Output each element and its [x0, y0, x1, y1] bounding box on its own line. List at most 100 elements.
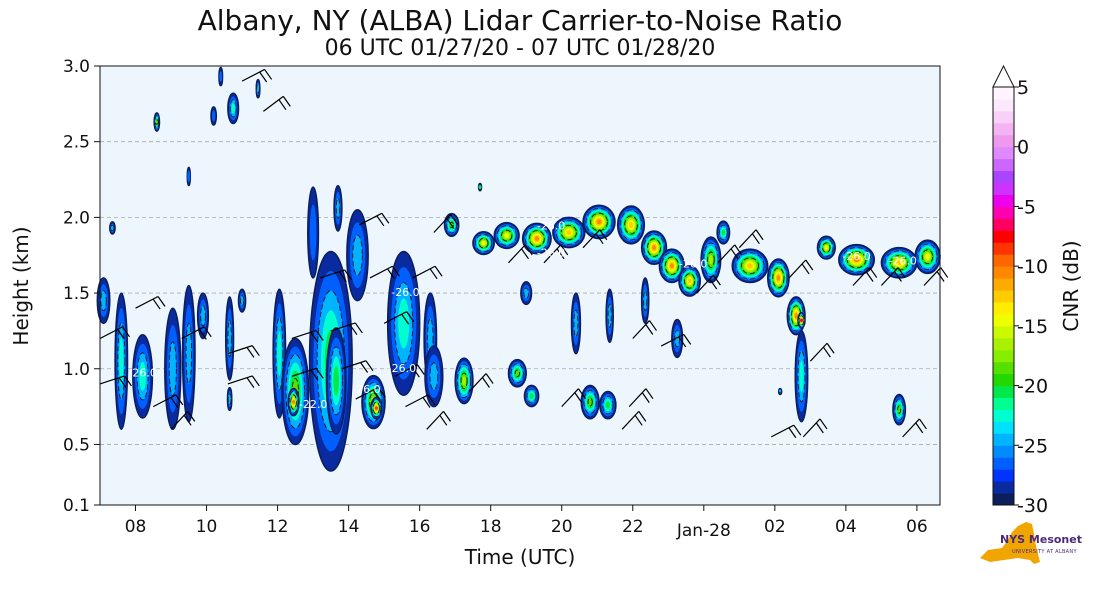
- cloud-region-28: [424, 345, 444, 408]
- cloud-region-10: [218, 66, 224, 87]
- cnr-level--18: [462, 376, 466, 386]
- cloud-region-34: [507, 358, 527, 388]
- cnr-level--24: [119, 337, 124, 385]
- wind-barbs: [99, 68, 949, 439]
- colorbar-swatch-15: [993, 313, 1014, 327]
- colorbar-swatch-10: [993, 373, 1014, 387]
- y-tick-label-0: 0.1: [63, 496, 90, 516]
- cnr-level--16: [504, 233, 509, 238]
- logo-subtext: UNIVERSITY AT ALBANY: [1012, 549, 1077, 555]
- cnr-level--24: [799, 360, 804, 393]
- cnr-level--24: [398, 298, 410, 349]
- colorbar-tick-label-2: -5: [1017, 196, 1036, 218]
- wind-barb-37: [788, 259, 814, 279]
- x-tick-label-0: 08: [125, 517, 147, 537]
- colorbar-swatch-6: [993, 421, 1014, 434]
- cnr-level--26: [240, 295, 245, 307]
- colorbar-tick-label-1: 0: [1017, 137, 1029, 159]
- contour-label-3: -26.0: [352, 383, 380, 396]
- y-tick-label-1: 0.5: [63, 435, 90, 455]
- colorbar-swatch-20: [993, 254, 1014, 267]
- cnr-level--14: [628, 221, 634, 229]
- y-axis-label: Height (km): [9, 226, 33, 345]
- colorbar-swatch-16: [993, 301, 1014, 315]
- cnr-level--28: [219, 71, 223, 83]
- wind-barb-39: [809, 342, 835, 362]
- wind-barb-30: [628, 388, 654, 408]
- logo-text: NYS Mesonet: [1000, 533, 1082, 546]
- cloud-region-50: [700, 236, 722, 284]
- wind-barb-6: [227, 345, 260, 358]
- wind-barb-14: [341, 360, 374, 373]
- colorbar-swatch-0: [993, 493, 1014, 506]
- wind-barb-35: [738, 229, 764, 249]
- cnr-level--28: [212, 110, 216, 122]
- colorbar-swatch-31: [993, 122, 1014, 136]
- contour-label-6: -26.0: [537, 247, 565, 260]
- cnr-level--12: [652, 245, 656, 251]
- wind-barb-1: [99, 375, 132, 388]
- wind-barb-42: [902, 418, 927, 438]
- cloud-region-21: [325, 327, 347, 435]
- cnr-level--26: [110, 224, 115, 232]
- cloud-region-38: [552, 216, 586, 249]
- colorbar-swatch-2: [993, 469, 1014, 482]
- cnr-level--24: [139, 361, 147, 391]
- contour-label-7: -26.0: [679, 257, 707, 270]
- x-tick-label-6: 20: [551, 517, 573, 537]
- wind-barb-20: [405, 394, 436, 408]
- cloud-region-59: [880, 246, 918, 279]
- cloud-region-61: [777, 387, 783, 396]
- x-axis-label: Time (UTC): [464, 545, 576, 569]
- contour-label-4: -22.0: [299, 398, 327, 411]
- wind-barb-43: [923, 267, 949, 286]
- cloud-region-32: [472, 231, 495, 256]
- cnr-level--26: [168, 341, 177, 397]
- colorbar-swatch-18: [993, 278, 1014, 291]
- y-tick-label-2: 1.0: [63, 360, 90, 380]
- cnr-level--8: [799, 318, 803, 322]
- colorbar-swatch-24: [993, 206, 1014, 219]
- colorbar-swatch-19: [993, 266, 1014, 279]
- wind-barb-3: [153, 394, 184, 408]
- cnr-level--22: [605, 401, 611, 409]
- wind-barb-15: [355, 386, 386, 401]
- contour-label-9: -26.0: [888, 254, 916, 267]
- x-tick-label-9: 02: [764, 517, 786, 537]
- cloud-region-57: [816, 235, 836, 260]
- cnr-level--12: [794, 312, 798, 319]
- cloud-region-19: [307, 186, 320, 279]
- wind-barb-5: [181, 326, 212, 340]
- cloud-region-9: [210, 106, 218, 126]
- cloud-region-23: [346, 209, 369, 302]
- cloud-region-42: [599, 390, 617, 420]
- y-tick-label-5: 2.5: [63, 133, 90, 153]
- cnr-level--22: [478, 185, 482, 189]
- cloud-region-53: [766, 258, 790, 298]
- cloud-region-25: [370, 396, 383, 420]
- nys-state-shape-icon: [980, 522, 1040, 564]
- colorbar-swatch-34: [993, 87, 1014, 100]
- wind-barb-13: [330, 322, 363, 336]
- x-tick-label-7: 22: [622, 517, 644, 537]
- cnr-level--14: [566, 229, 572, 236]
- cloud-region-31: [477, 182, 483, 192]
- colorbar-swatch-23: [993, 218, 1014, 231]
- cnr-level--22: [529, 392, 534, 400]
- colorbar-swatch-29: [993, 146, 1014, 160]
- colorbar-swatch-27: [993, 170, 1014, 184]
- wind-barb-26: [543, 244, 569, 264]
- cloud-region-33: [493, 221, 520, 250]
- cnr-level--20: [154, 119, 159, 125]
- cloud-region-44: [616, 205, 646, 245]
- colorbar: 5 0 -5 -10 -15 -20 -25 -30: [992, 64, 1048, 517]
- x-axis: 08 10 12 14 16 18 20 22 Jan-28 02 04 06: [125, 505, 928, 541]
- cloud-region-58: [838, 243, 876, 276]
- cnr-level--28: [309, 204, 317, 261]
- cnr-level--14: [747, 263, 753, 269]
- x-tick-label-1: 10: [196, 517, 218, 537]
- cloud-region-13: [226, 386, 233, 412]
- chart-title: Albany, NY (ALBA) Lidar Carrier-to-Noise…: [197, 4, 843, 37]
- colorbar-extend-arrow: [992, 64, 1015, 88]
- wind-barb-40: [852, 267, 878, 286]
